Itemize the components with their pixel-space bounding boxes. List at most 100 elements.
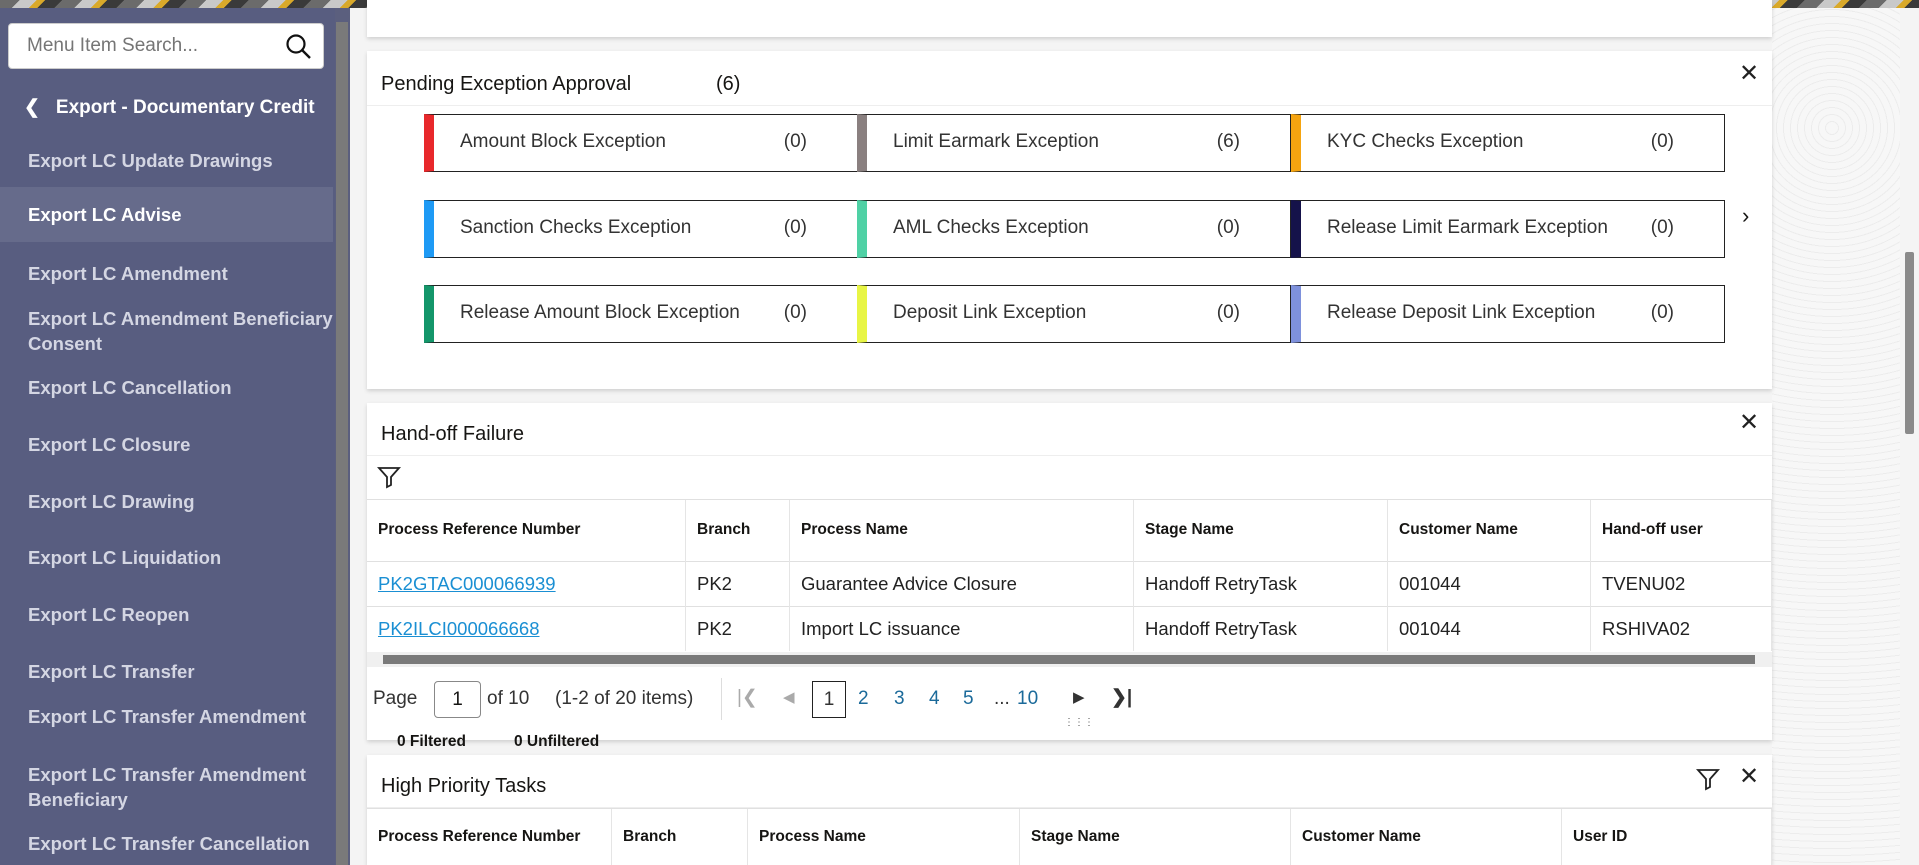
exception-count: (0) bbox=[783, 131, 807, 152]
exception-count: (0) bbox=[783, 302, 807, 323]
exception-tile[interactable]: Limit Earmark Exception (6) bbox=[857, 114, 1291, 172]
page-number-3[interactable]: 3 bbox=[894, 688, 905, 709]
column-header[interactable]: Customer Name bbox=[1291, 808, 1562, 865]
table-cell: 001044 bbox=[1388, 561, 1591, 606]
column-header[interactable]: Process Reference Number bbox=[367, 808, 612, 865]
search-icon[interactable] bbox=[285, 33, 313, 61]
column-header[interactable]: Process Name bbox=[748, 808, 1020, 865]
table-cell: Guarantee Advice Closure bbox=[790, 561, 1134, 606]
exception-count: (0) bbox=[1650, 217, 1674, 238]
exception-label: Amount Block Exception bbox=[460, 131, 666, 152]
exception-tile[interactable]: Deposit Link Exception (0) bbox=[857, 285, 1291, 343]
table-cell: PK2 bbox=[686, 561, 790, 606]
exception-tile[interactable]: Release Deposit Link Exception (0) bbox=[1291, 285, 1725, 343]
page-label: Page bbox=[373, 688, 418, 709]
page-input[interactable]: 1 bbox=[434, 681, 481, 718]
exception-tile[interactable]: Amount Block Exception (0) bbox=[424, 114, 858, 172]
sidebar-item[interactable]: Export LC Transfer bbox=[28, 661, 195, 682]
table-cell: TVENU02 bbox=[1591, 561, 1772, 606]
pending-count: (6) bbox=[716, 73, 741, 95]
table-cell: Handoff RetryTask bbox=[1134, 606, 1388, 651]
table-cell[interactable]: PK2GTAC000066939 bbox=[367, 561, 686, 606]
sidebar-item[interactable]: Export LC Cancellation bbox=[28, 377, 232, 398]
unfiltered-count: 0 Unfiltered bbox=[514, 733, 600, 750]
exception-label: Limit Earmark Exception bbox=[893, 131, 1099, 152]
filter-icon[interactable] bbox=[377, 465, 401, 489]
page-scrollbar-thumb[interactable] bbox=[1905, 252, 1914, 434]
exception-tile[interactable]: Sanction Checks Exception (0) bbox=[424, 200, 858, 258]
exception-label: AML Checks Exception bbox=[893, 217, 1089, 238]
high-priority-title: High Priority Tasks bbox=[381, 775, 547, 797]
previous-page-icon[interactable]: ◀ bbox=[783, 689, 795, 706]
exception-tile[interactable]: AML Checks Exception (0) bbox=[857, 200, 1291, 258]
exception-count: (0) bbox=[1650, 302, 1674, 323]
exception-label: Release Amount Block Exception bbox=[460, 302, 740, 323]
page-ellipsis: ... bbox=[994, 688, 1010, 709]
page-number-1[interactable]: 1 bbox=[812, 681, 846, 718]
table-cell: RSHIVA02 bbox=[1591, 606, 1772, 651]
next-page-icon[interactable]: ▶ bbox=[1073, 689, 1085, 706]
back-menu[interactable]: ❮ Export - Documentary Credit bbox=[24, 96, 315, 119]
sidebar-item[interactable]: Export LC Transfer Amendment bbox=[28, 706, 306, 727]
sidebar-item[interactable]: Export LC Reopen bbox=[28, 604, 190, 625]
exception-tile[interactable]: Release Amount Block Exception (0) bbox=[424, 285, 858, 343]
process-reference-link[interactable]: PK2GTAC000066939 bbox=[378, 572, 556, 594]
top-card bbox=[367, 0, 1772, 37]
process-reference-link[interactable]: PK2ILCI000066668 bbox=[378, 617, 540, 639]
sidebar-item[interactable]: Export LC Advise bbox=[0, 187, 333, 242]
column-header[interactable]: Process Name bbox=[790, 499, 1134, 561]
exception-tile[interactable]: KYC Checks Exception (0) bbox=[1291, 114, 1725, 172]
filter-icon[interactable] bbox=[1696, 767, 1720, 791]
sidebar-item[interactable]: Export LC Amendment Beneficiary Consent bbox=[28, 308, 333, 354]
items-range-label: (1-2 of 20 items) bbox=[555, 688, 694, 709]
page-scrollbar[interactable] bbox=[1900, 8, 1919, 865]
column-header[interactable]: Stage Name bbox=[1134, 499, 1388, 561]
page-number-2[interactable]: 2 bbox=[858, 688, 869, 709]
chevron-left-icon: ❮ bbox=[24, 97, 40, 118]
exception-label: Release Limit Earmark Exception bbox=[1327, 217, 1608, 238]
sidebar-item[interactable]: Export LC Update Drawings bbox=[28, 150, 273, 171]
column-header[interactable]: Branch bbox=[686, 499, 790, 561]
column-header[interactable]: Customer Name bbox=[1388, 499, 1591, 561]
horizontal-scrollbar[interactable] bbox=[367, 652, 1772, 667]
sidebar-item[interactable]: Export LC Liquidation bbox=[28, 547, 222, 568]
column-header[interactable]: Hand-off user bbox=[1591, 499, 1772, 561]
menu-search-input[interactable] bbox=[27, 34, 277, 58]
column-header[interactable]: Stage Name bbox=[1020, 808, 1291, 865]
page-number-10[interactable]: 10 bbox=[1017, 688, 1039, 709]
sidebar-item[interactable]: Export LC Amendment bbox=[28, 263, 228, 284]
handoff-title: Hand-off Failure bbox=[381, 423, 525, 445]
table-cell[interactable]: PK2ILCI000066668 bbox=[367, 606, 686, 651]
close-icon[interactable]: ✕ bbox=[1739, 763, 1760, 790]
close-icon[interactable]: ✕ bbox=[1739, 409, 1760, 436]
page-number-4[interactable]: 4 bbox=[929, 688, 940, 709]
close-icon[interactable]: ✕ bbox=[1739, 60, 1760, 87]
high-priority-tasks-card: High Priority Tasks ✕ Process Reference … bbox=[367, 755, 1772, 865]
filtered-count: 0 Filtered bbox=[397, 733, 466, 750]
sidebar-item[interactable]: Export LC Transfer Cancellation bbox=[28, 833, 310, 854]
chevron-right-icon[interactable]: › bbox=[1742, 203, 1750, 228]
column-header[interactable]: Branch bbox=[612, 808, 748, 865]
sidebar-scrollbar-thumb[interactable] bbox=[336, 22, 348, 865]
sidebar-item[interactable]: Export LC Transfer Amendment Beneficiary bbox=[28, 764, 306, 810]
exception-count: (0) bbox=[783, 217, 807, 238]
horizontal-scrollbar-thumb[interactable] bbox=[383, 655, 1755, 664]
divider bbox=[367, 808, 1772, 809]
sidebar-item[interactable]: Export LC Closure bbox=[28, 434, 191, 455]
last-page-icon[interactable]: ❯| bbox=[1111, 687, 1133, 708]
table-cell: Import LC issuance bbox=[790, 606, 1134, 651]
exception-tile[interactable]: Release Limit Earmark Exception (0) bbox=[1291, 200, 1725, 258]
exception-label: Sanction Checks Exception bbox=[460, 217, 692, 238]
exception-count: (0) bbox=[1216, 302, 1240, 323]
resize-handle-icon[interactable]: ⋮⋮⋮ bbox=[1064, 717, 1094, 728]
column-header[interactable]: User ID bbox=[1562, 808, 1772, 865]
page-number-5[interactable]: 5 bbox=[963, 688, 974, 709]
exception-label: Deposit Link Exception bbox=[893, 302, 1087, 323]
table-cell: 001044 bbox=[1388, 606, 1591, 651]
divider bbox=[367, 499, 1772, 500]
menu-search[interactable] bbox=[8, 23, 324, 69]
column-header[interactable]: Process Reference Number bbox=[367, 499, 686, 561]
sidebar-item[interactable]: Export LC Drawing bbox=[28, 491, 195, 512]
exception-label: Release Deposit Link Exception bbox=[1327, 302, 1596, 323]
first-page-icon[interactable]: |❮ bbox=[737, 687, 758, 708]
